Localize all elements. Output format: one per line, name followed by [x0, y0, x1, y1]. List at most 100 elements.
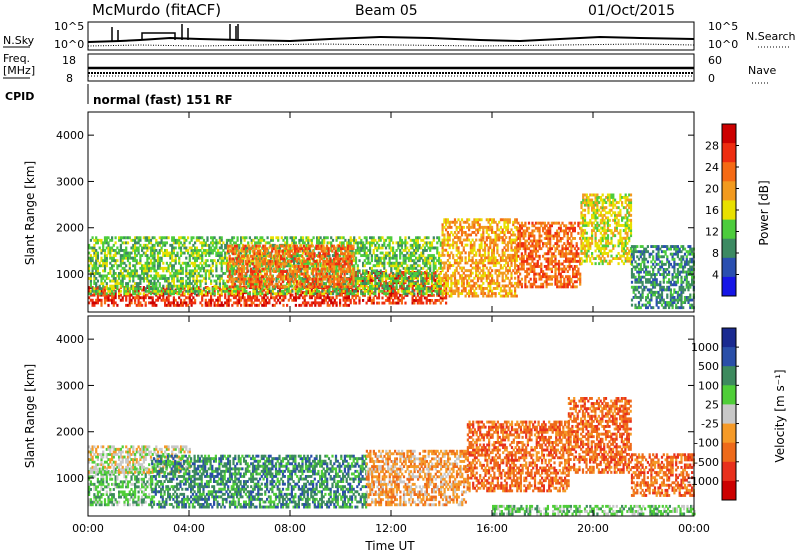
power-scatter-cell — [118, 264, 121, 268]
power-scatter-cell — [299, 285, 302, 289]
power-scatter-cell — [436, 299, 439, 302]
power-scatter-cell — [277, 269, 280, 273]
power-scatter-cell — [425, 301, 428, 305]
power-scatter-cell — [300, 236, 303, 240]
power-scatter-cell — [162, 293, 165, 297]
power-scatter-cell — [119, 274, 122, 278]
power-scatter-cell — [430, 283, 434, 287]
power-scatter-cell — [381, 264, 384, 268]
power-scatter-cell — [258, 249, 261, 253]
power-scatter-cell — [181, 277, 184, 280]
power-scatter-cell — [328, 296, 331, 300]
power-scatter-cell — [204, 298, 207, 302]
power-scatter-cell — [362, 254, 365, 257]
power-scatter-cell — [471, 231, 474, 234]
power-scatter-cell — [381, 243, 384, 247]
power-scatter-cell — [367, 249, 370, 252]
power-scatter-cell — [354, 273, 358, 277]
power-scatter-cell — [351, 249, 354, 252]
power-scatter-cell — [404, 289, 407, 293]
power-scatter-cell — [400, 301, 403, 305]
power-scatter-cell — [354, 271, 358, 274]
power-scatter-cell — [144, 287, 147, 291]
power-scatter-cell — [367, 256, 370, 260]
power-scatter-cell — [93, 254, 96, 257]
power-scatter-cell — [438, 256, 441, 260]
power-scatter-cell — [232, 249, 235, 253]
power-scatter-cell — [399, 272, 402, 275]
power-scatter-cell — [144, 272, 147, 275]
power-scatter-cell — [301, 282, 304, 286]
power-scatter-cell — [172, 279, 175, 283]
power-scatter-cell — [339, 254, 342, 257]
power-scatter-cell — [478, 259, 481, 262]
power-scatter-cell — [172, 301, 175, 305]
power-scatter-cell — [436, 276, 439, 279]
power-scatter-cell — [220, 269, 223, 273]
power-scatter-cell — [468, 274, 471, 278]
power-scatter-cell — [282, 296, 285, 300]
power-scatter-cell — [324, 267, 327, 271]
power-scatter-cell — [425, 299, 428, 302]
power-scatter-cell — [126, 236, 130, 240]
power-scatter-cell — [249, 267, 253, 271]
power-scatter-cell — [487, 269, 490, 273]
power-scatter-cell — [482, 261, 485, 265]
power-scatter-cell — [365, 269, 368, 273]
power-scatter-cell — [383, 272, 386, 275]
power-scatter-cell — [301, 287, 305, 291]
power-scatter-cell — [255, 267, 258, 271]
power-scatter-cell — [194, 292, 197, 296]
power-scatter-cell — [197, 289, 200, 293]
power-scatter-cell — [422, 249, 425, 252]
power-scatter-cell — [452, 246, 455, 250]
power-scatter-cell — [95, 298, 98, 302]
power-scatter-cell — [469, 241, 472, 245]
power-scatter-cell — [89, 259, 92, 263]
power-scatter-cell — [459, 236, 462, 239]
power-scatter-cell — [98, 298, 101, 302]
power-scatter-cell — [400, 271, 403, 274]
power-scatter-cell — [295, 244, 298, 248]
power-scatter-cell — [335, 264, 338, 268]
power-scatter-cell — [425, 259, 428, 263]
power-scatter-cell — [367, 282, 370, 285]
power-scatter-cell — [183, 301, 186, 305]
power-scatter-cell — [230, 280, 233, 284]
power-scatter-cell — [448, 238, 451, 242]
power-scatter-cell — [379, 274, 382, 278]
power-scatter-cell — [348, 270, 351, 273]
power-scatter-cell — [174, 241, 177, 245]
power-scatter-cell — [478, 284, 481, 288]
power-scatter-cell — [430, 256, 434, 260]
power-scatter-cell — [338, 285, 341, 289]
power-scatter-cell — [475, 233, 478, 237]
power-scatter-cell — [384, 281, 388, 285]
power-scatter-cell — [370, 289, 373, 293]
power-scatter-cell — [313, 277, 316, 281]
power-scatter-cell — [277, 277, 280, 280]
power-scatter-cell — [304, 247, 307, 251]
power-scatter-cell — [254, 303, 257, 307]
power-scatter-cell — [478, 225, 481, 229]
power-scatter-cell — [317, 301, 320, 305]
power-scatter-cell — [312, 274, 315, 278]
power-scatter-cell — [283, 265, 286, 268]
power-scatter-cell — [231, 303, 234, 307]
power-scatter-cell — [137, 282, 140, 285]
power-scatter-cell — [103, 293, 107, 297]
power-scatter-cell — [295, 270, 298, 273]
power-scatter-cell — [397, 301, 400, 305]
power-scatter-cell — [242, 277, 245, 281]
power-scatter-cell — [146, 272, 149, 275]
power-scatter-cell — [96, 254, 99, 257]
power-scatter-cell — [109, 289, 112, 293]
power-scatter-cell — [192, 279, 195, 283]
power-scatter-cell — [167, 296, 170, 300]
power-scatter-cell — [430, 254, 434, 257]
power-scatter-cell — [329, 280, 332, 284]
power-scatter-cell — [333, 289, 336, 293]
power-scatter-cell — [344, 238, 347, 242]
power-scatter-cell — [409, 284, 412, 288]
power-scatter-cell — [392, 261, 395, 265]
